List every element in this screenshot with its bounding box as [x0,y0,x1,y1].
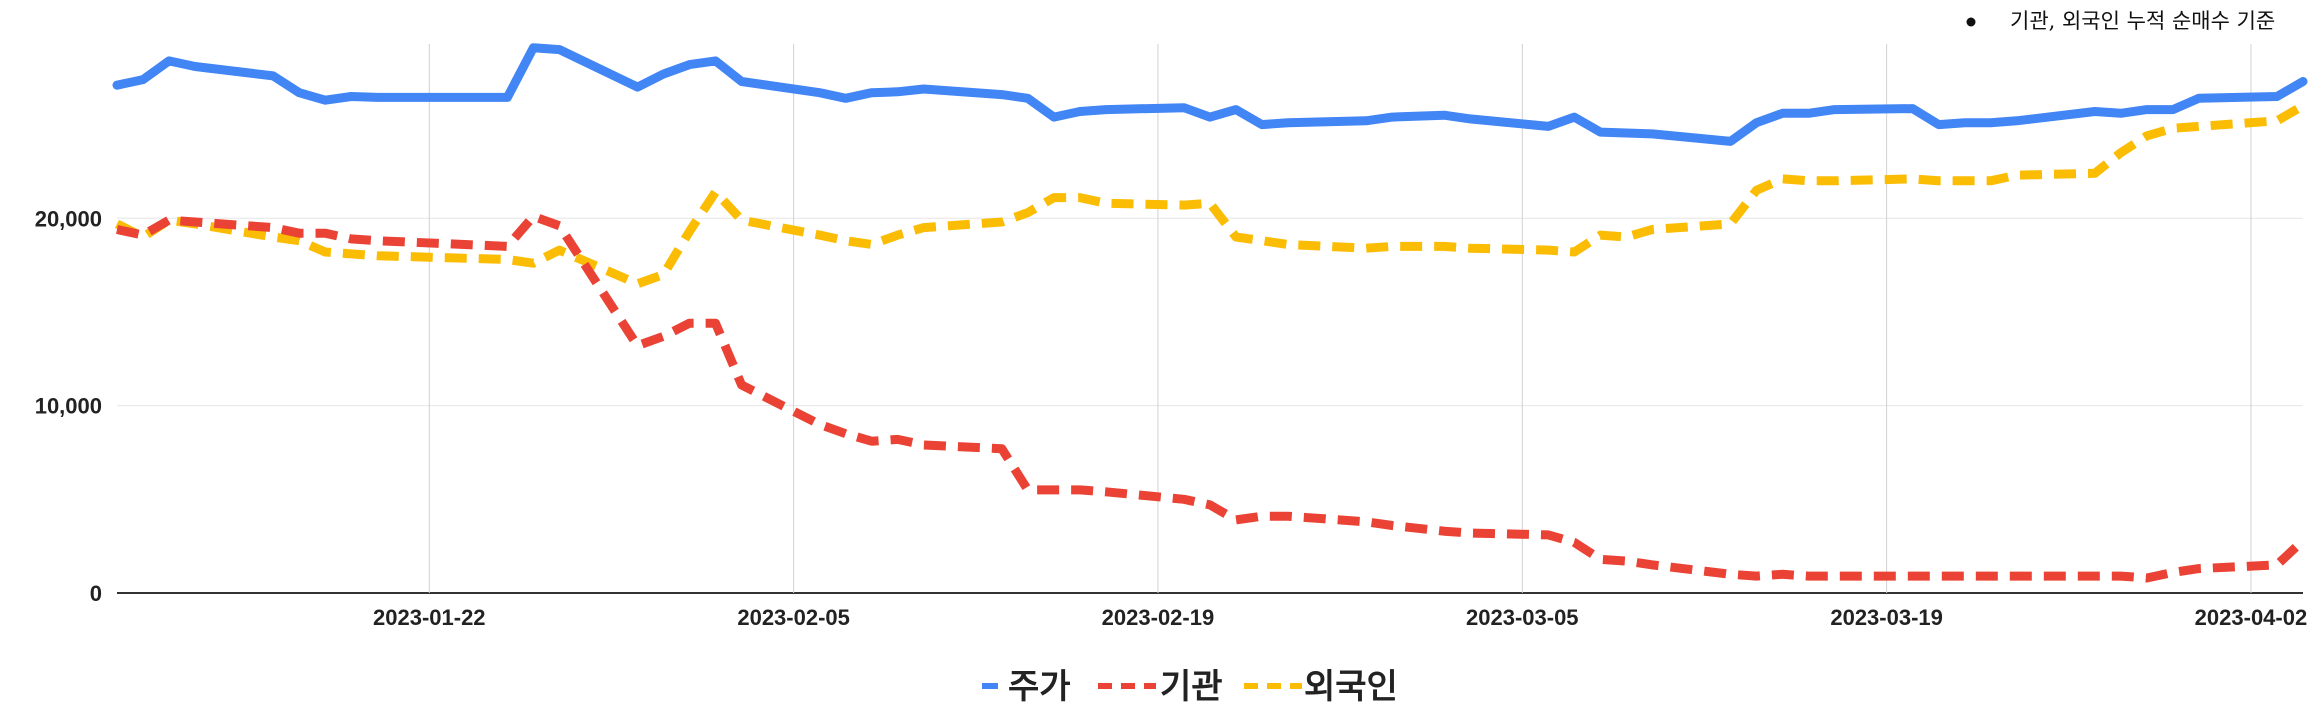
series-line-0 [112,43,2308,146]
x-tick-label: 2023-03-19 [1830,605,1943,630]
series-lines [112,43,2308,583]
legend: 주가 기관 외국인 [982,667,1398,707]
axis-tick-labels: 0 10,000 20,000 2023-01-22 2023-02-05 2023-02… [35,206,2308,630]
chart-note: 기관, 외국인 누적 순매수 기준 [1966,9,2275,33]
series-line-1 [116,211,2307,583]
x-tick-label: 2023-02-19 [1102,605,1215,630]
x-tick-label: 2023-03-05 [1466,605,1579,630]
x-tick-label: 2023-04-02 [2195,605,2308,630]
x-tick-label: 2023-01-22 [373,605,486,630]
legend-label: 주가 [1008,667,1071,707]
series-line-2 [114,101,2306,289]
note-text: 기관, 외국인 누적 순매수 기준 [2010,9,2275,33]
y-tick-label: 10,000 [35,394,102,419]
x-tick-label: 2023-02-05 [737,605,850,630]
legend-label: 기관 [1160,667,1223,707]
legend-label: 외국인 [1304,667,1398,707]
gridlines [117,44,2303,594]
y-tick-label: 0 [90,581,102,606]
note-bullet-icon [1966,17,1976,27]
y-tick-label: 20,000 [35,206,102,231]
